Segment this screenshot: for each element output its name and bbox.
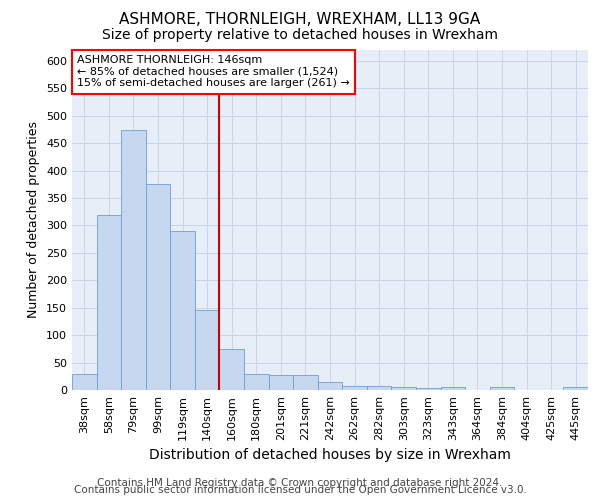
Bar <box>391 388 416 390</box>
Bar <box>367 386 391 390</box>
Text: Contains HM Land Registry data © Crown copyright and database right 2024.: Contains HM Land Registry data © Crown c… <box>97 478 503 488</box>
Bar <box>146 184 170 390</box>
Bar <box>490 388 514 390</box>
Bar <box>244 374 269 390</box>
Text: ASHMORE THORNLEIGH: 146sqm
← 85% of detached houses are smaller (1,524)
15% of s: ASHMORE THORNLEIGH: 146sqm ← 85% of deta… <box>77 55 350 88</box>
Text: ASHMORE, THORNLEIGH, WREXHAM, LL13 9GA: ASHMORE, THORNLEIGH, WREXHAM, LL13 9GA <box>119 12 481 28</box>
Bar <box>563 388 588 390</box>
Bar <box>269 374 293 390</box>
Bar <box>440 388 465 390</box>
Y-axis label: Number of detached properties: Number of detached properties <box>28 122 40 318</box>
Bar <box>220 349 244 390</box>
Text: Size of property relative to detached houses in Wrexham: Size of property relative to detached ho… <box>102 28 498 42</box>
Bar <box>342 386 367 390</box>
Bar <box>97 214 121 390</box>
X-axis label: Distribution of detached houses by size in Wrexham: Distribution of detached houses by size … <box>149 448 511 462</box>
Bar <box>318 382 342 390</box>
Bar <box>195 310 220 390</box>
Text: Contains public sector information licensed under the Open Government Licence v3: Contains public sector information licen… <box>74 485 526 495</box>
Bar <box>416 388 440 390</box>
Bar <box>121 130 146 390</box>
Bar <box>293 374 318 390</box>
Bar <box>170 231 195 390</box>
Bar <box>72 374 97 390</box>
